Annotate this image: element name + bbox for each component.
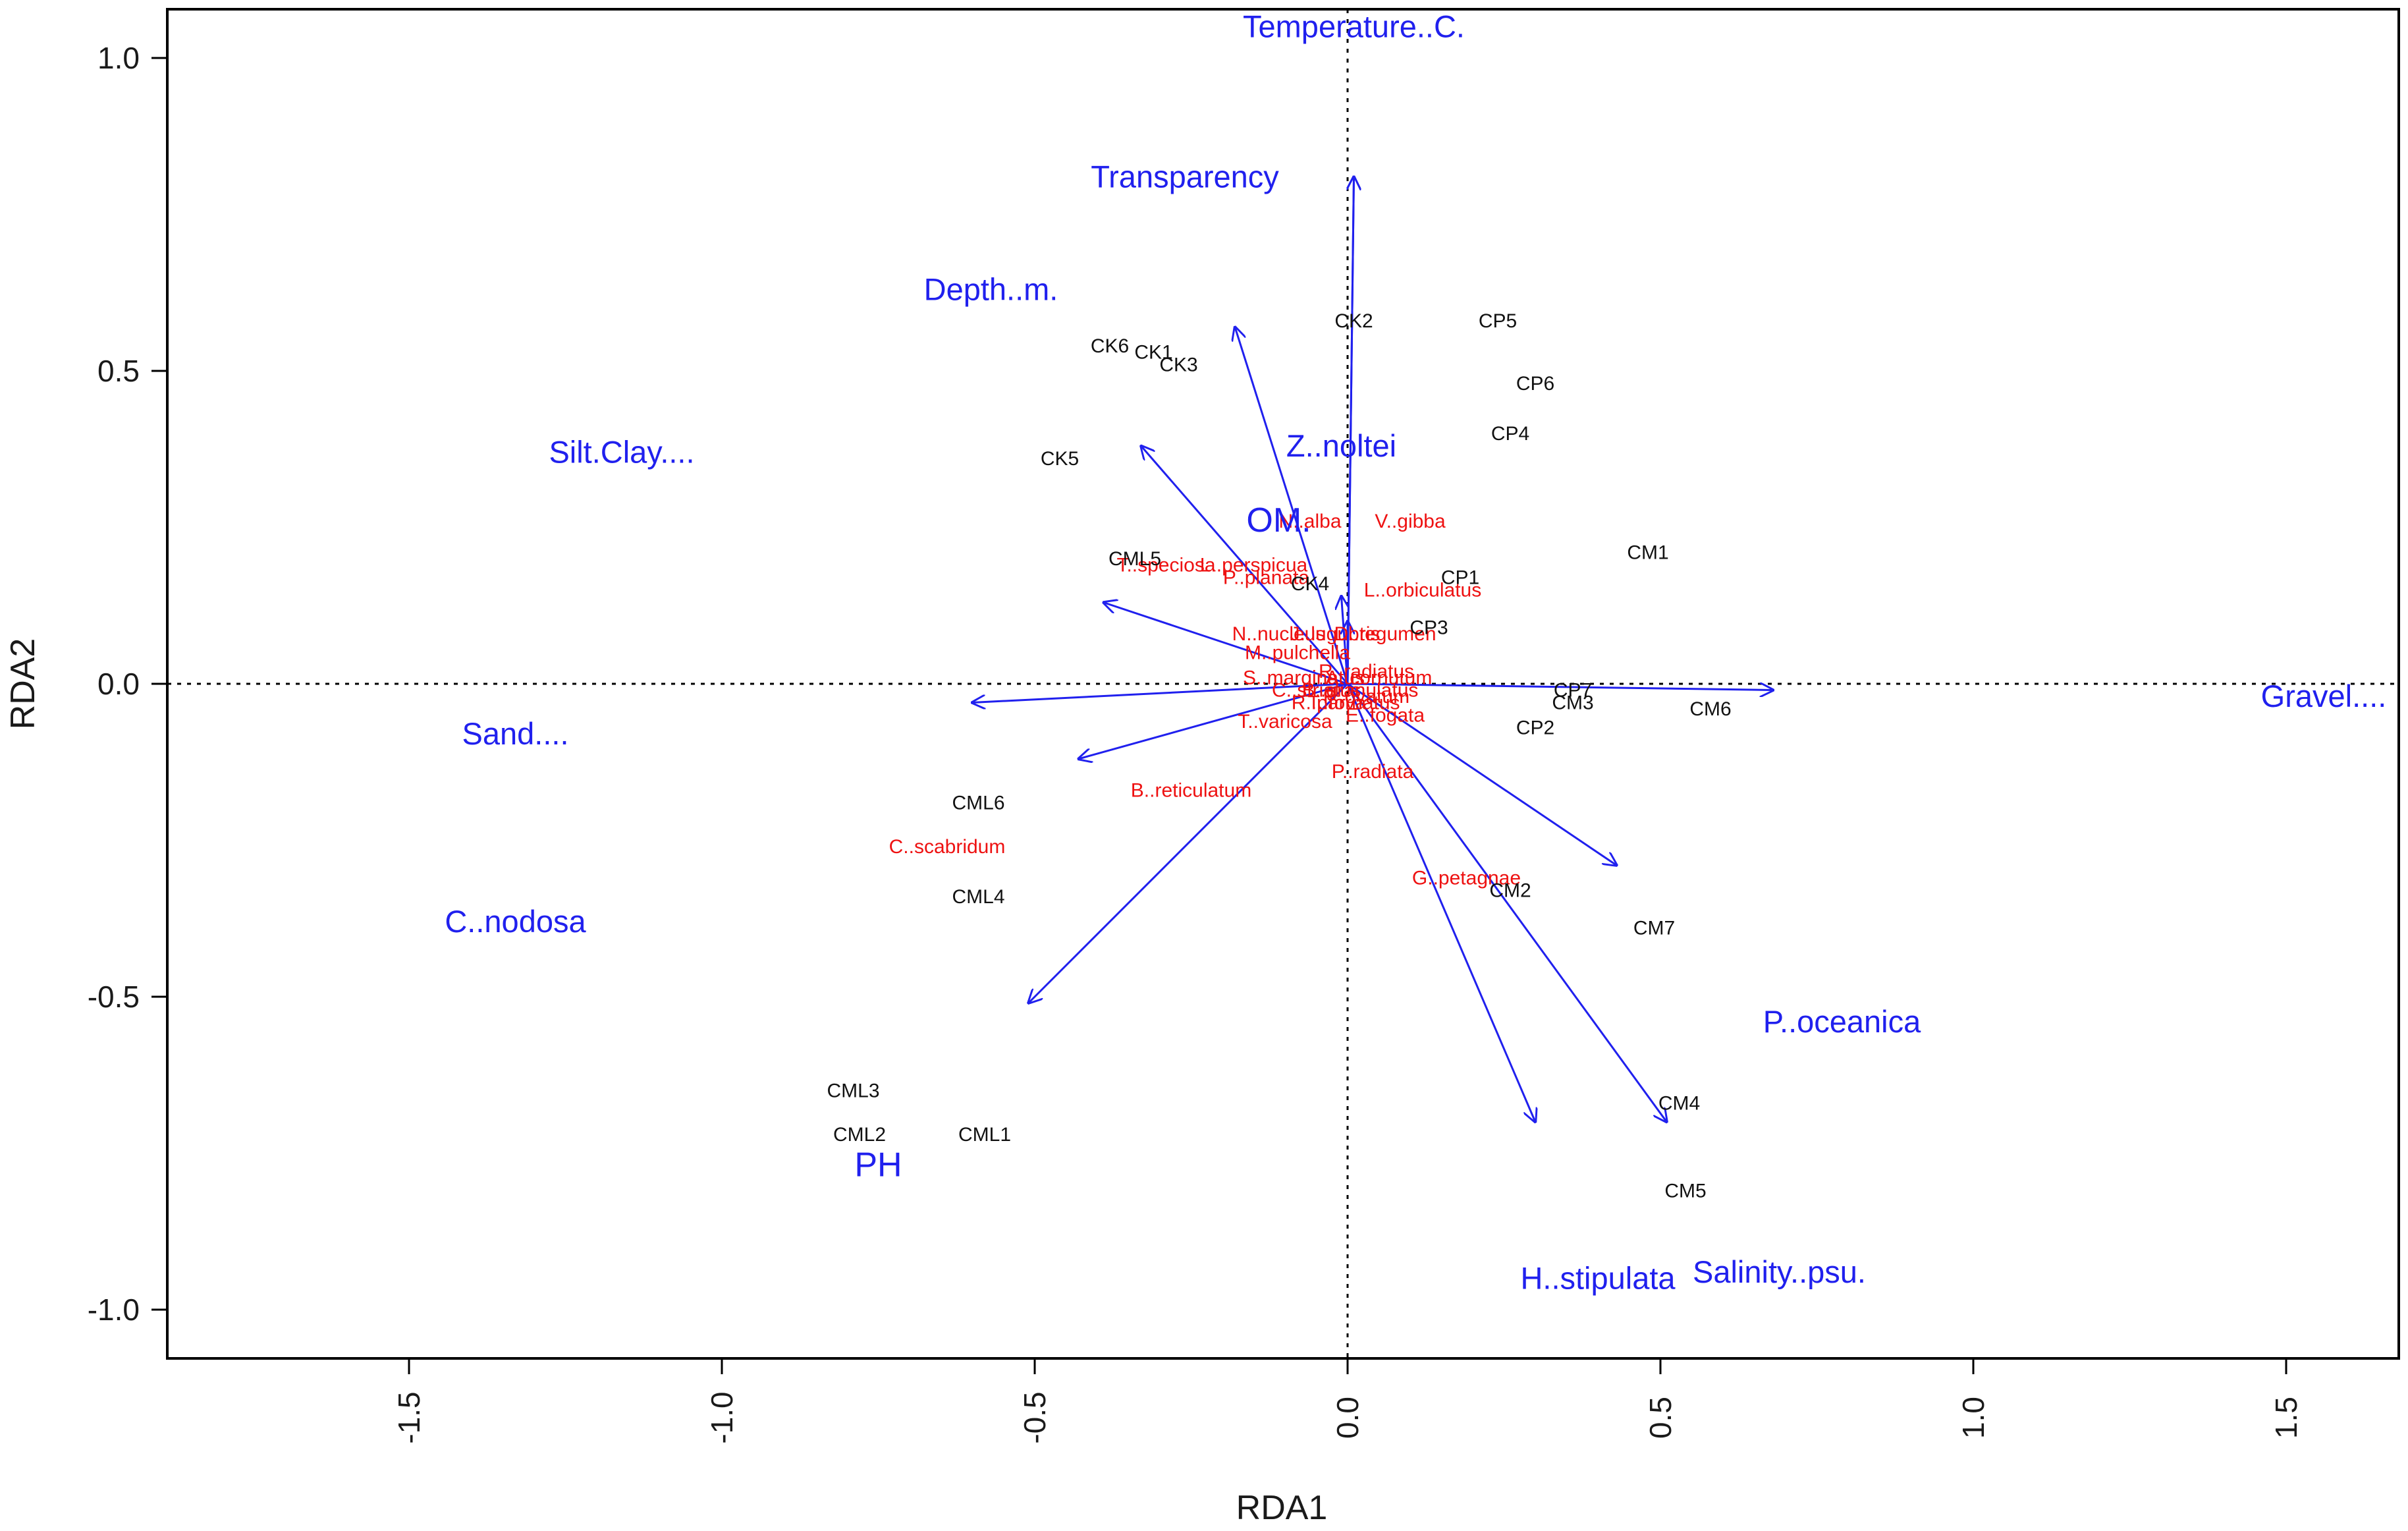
site-label-ck1: CK1 xyxy=(1134,342,1172,364)
species-label-g-petagnae: G..petagnae xyxy=(1412,868,1521,889)
env-label-salinity-psu: Salinity..psu. xyxy=(1693,1254,1866,1289)
site-label-cp1: CP1 xyxy=(1441,567,1479,589)
site-label-cml2: CML2 xyxy=(833,1124,886,1146)
species-label-b-granulatus: B..granulatus xyxy=(1302,680,1419,702)
env-label-silt-clay: Silt.Clay.... xyxy=(549,435,694,470)
env-label-p-oceanica: P..oceanica xyxy=(1763,1004,1921,1039)
species-label-v-gibba: V..gibba xyxy=(1375,511,1446,532)
x-tick-label: -1.0 xyxy=(705,1391,739,1443)
site-label-ck4: CK4 xyxy=(1291,573,1329,595)
species-label-p-planata: P..planata xyxy=(1223,567,1310,589)
species-label-t-speciosa: T..speciosa xyxy=(1116,555,1215,576)
env-label-z-noltei: Z..noltei xyxy=(1286,428,1396,463)
env-label-depth-m: Depth..m. xyxy=(924,272,1058,307)
env-arrow-salinity-psu xyxy=(1346,683,1667,1122)
species-label-c-scabridum: C..scabridum xyxy=(889,836,1006,858)
species-label-a-cornutum: A..cornutum xyxy=(1326,667,1433,689)
env-label-temperature-c: Temperature..C. xyxy=(1243,9,1465,44)
site-label-cm2: CM2 xyxy=(1489,880,1531,902)
species-label-p-radiata: P..radiata xyxy=(1332,761,1414,783)
x-tick-label: -1.5 xyxy=(392,1391,426,1443)
species-label-j-lugubris: J..lugubris xyxy=(1290,623,1381,645)
species-label-p-ovatum: P..ovatum xyxy=(1323,686,1409,708)
env-label-h-stipulata: H..stipulata xyxy=(1520,1261,1676,1296)
env-arrow-silt-clay xyxy=(1141,446,1349,684)
site-label-cml1: CML1 xyxy=(958,1124,1011,1146)
y-tick-label: -0.5 xyxy=(88,980,140,1014)
y-tick-label: 1.0 xyxy=(97,41,140,75)
x-tick-label: 0.0 xyxy=(1330,1397,1365,1439)
env-label-om: OM. xyxy=(1246,501,1311,540)
axis-ticks: -1.5 -1.0 -0.5 0.0 0.5 1.0 1.5 1.0 0.5 0.0 -0.5 -1.… xyxy=(88,41,2303,1444)
site-label-cml3: CML3 xyxy=(827,1080,879,1102)
site-label-cp3: CP3 xyxy=(1409,617,1448,639)
site-label-cm3: CM3 xyxy=(1552,692,1593,714)
env-arrow-p-oceanica xyxy=(1347,682,1617,866)
y-axis-title: RDA2 xyxy=(4,638,42,730)
site-label-cml5: CML5 xyxy=(1108,548,1161,570)
species-label-n-nucleus: N..nucleus xyxy=(1232,623,1326,645)
environment-arrows xyxy=(972,177,1773,1123)
site-label-cm1: CM1 xyxy=(1627,542,1668,564)
env-label-c-nodosa: C..nodosa xyxy=(445,904,586,939)
env-arrow-sand xyxy=(972,682,1348,703)
env-arrow-depth-m xyxy=(1235,327,1349,684)
y-tick-label: 0.0 xyxy=(97,667,140,701)
species-label-r-parva: R..parva xyxy=(1292,692,1367,714)
site-label-cm4: CM4 xyxy=(1658,1093,1700,1115)
x-axis-title: RDA1 xyxy=(1236,1489,1328,1527)
env-arrow-gravel xyxy=(1347,684,1773,690)
site-label-cp4: CP4 xyxy=(1491,423,1529,445)
env-arrow-depth-left xyxy=(1104,603,1348,685)
x-tick-label: 1.0 xyxy=(1956,1397,1990,1439)
site-label-cp6: CP6 xyxy=(1516,373,1554,395)
species-label-s-marginatus: S..marginatus xyxy=(1243,667,1365,689)
species-label-r-radiatus: R..radiatus xyxy=(1319,661,1414,682)
site-label-cp2: CP2 xyxy=(1516,717,1554,739)
site-label-cm6: CM6 xyxy=(1689,698,1731,720)
site-label-cm5: CM5 xyxy=(1664,1181,1706,1202)
species-label-n-alba: N..alba xyxy=(1278,511,1341,532)
site-label-ck5: CK5 xyxy=(1041,448,1079,470)
env-label-ph: PH xyxy=(854,1146,902,1184)
species-label-t-tornatus: T..tornatus xyxy=(1307,692,1400,714)
species-label-d-tegumen: D..tegumen xyxy=(1334,623,1436,645)
env-label-gravel: Gravel.... xyxy=(2261,679,2387,713)
site-label-cml6: CML6 xyxy=(952,793,1004,814)
species-label-b-reticulatum: B..reticulatum xyxy=(1131,780,1251,802)
x-tick-label: 1.5 xyxy=(2269,1397,2303,1439)
site-label-ck2: CK2 xyxy=(1334,310,1373,332)
y-tick-label: -1.0 xyxy=(88,1293,140,1327)
y-tick-label: 0.5 xyxy=(97,354,140,388)
site-label-ck3: CK3 xyxy=(1159,354,1197,376)
env-arrow-z-noltei xyxy=(1342,596,1348,684)
env-arrow-c-nodosa xyxy=(1079,682,1348,759)
site-label-cm7: CM7 xyxy=(1633,918,1675,939)
site-label-ck6: CK6 xyxy=(1091,335,1129,357)
env-arrow-ph xyxy=(1029,682,1349,1003)
species-label-m-pulchella: M..pulchella xyxy=(1245,642,1350,664)
species-labels: N..alba V..gibbaT..speciosaL..perspicuaP.… xyxy=(889,511,1521,889)
species-label-t-varicosa: T..varicosa xyxy=(1238,711,1332,733)
environment-labels: Temperature..C. Transparency Depth..m. Silt… xyxy=(445,9,2386,1296)
site-label-cp5: CP5 xyxy=(1479,310,1517,332)
species-label-c-striatus: C..striatus xyxy=(1272,680,1361,702)
x-tick-label: -0.5 xyxy=(1018,1391,1052,1443)
site-label-cml4: CML4 xyxy=(952,886,1004,908)
env-label-sand: Sand.... xyxy=(462,716,569,751)
species-label-l-perspicua: L..perspicua xyxy=(1200,555,1308,576)
env-label-transparency: Transparency xyxy=(1091,159,1279,194)
env-arrow-h-stipulata xyxy=(1346,683,1535,1122)
site-label-cp7: CP7 xyxy=(1554,680,1592,702)
x-tick-label: 0.5 xyxy=(1643,1397,1678,1439)
species-label-e-fogata: E..fogata xyxy=(1346,705,1425,727)
species-label-l-orbiculatus: L..orbiculatus xyxy=(1364,580,1481,601)
